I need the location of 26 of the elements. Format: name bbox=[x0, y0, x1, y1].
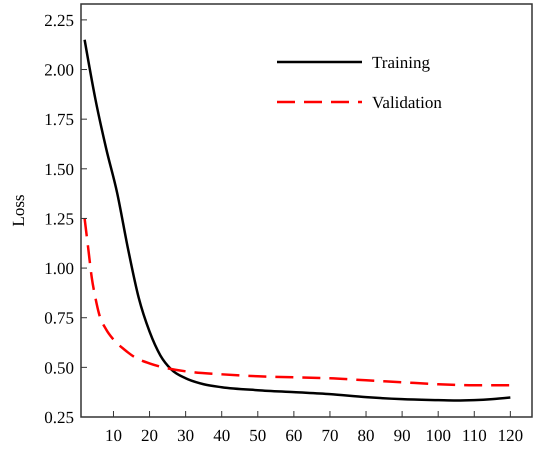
y-tick-label: 0.75 bbox=[44, 308, 74, 328]
x-tick-label: 70 bbox=[321, 426, 338, 445]
x-tick-label: 110 bbox=[462, 426, 487, 445]
y-tick-label: 0.50 bbox=[44, 358, 74, 378]
y-tick-label: 1.50 bbox=[44, 160, 74, 179]
y-tick-label: 1.25 bbox=[44, 209, 74, 228]
x-tick-label: 50 bbox=[249, 426, 266, 445]
y-tick-label: 0.25 bbox=[44, 408, 74, 427]
x-tick-label: 40 bbox=[213, 426, 230, 445]
legend-label: Validation bbox=[372, 92, 442, 112]
x-tick-label: 60 bbox=[285, 426, 302, 445]
y-tick-label: 2.25 bbox=[44, 10, 74, 30]
legend-label: Training bbox=[372, 52, 430, 72]
line-series bbox=[83, 38, 512, 402]
y-tick-label: 1.75 bbox=[44, 110, 74, 130]
x-tick-label: 80 bbox=[358, 426, 375, 445]
x-tick-label: 10 bbox=[104, 426, 122, 445]
x-tick-label: 20 bbox=[141, 426, 158, 445]
y-axis-title: Loss bbox=[9, 194, 28, 227]
line-series bbox=[83, 217, 512, 386]
y-tick-label: 2.00 bbox=[44, 60, 74, 80]
x-tick-label: 100 bbox=[425, 426, 451, 445]
y-tick-label: 1.00 bbox=[44, 259, 74, 278]
x-tick-label: 120 bbox=[498, 426, 524, 445]
x-tick-label: 90 bbox=[394, 426, 411, 445]
x-tick-label: 30 bbox=[177, 426, 194, 445]
